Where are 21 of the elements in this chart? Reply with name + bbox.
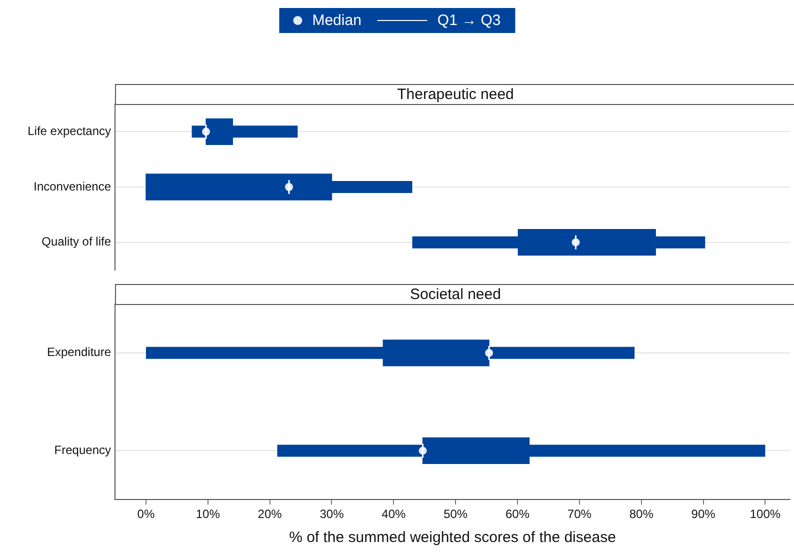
- y-tick-label: Frequency: [54, 443, 111, 458]
- x-tick-label: 60%: [506, 507, 530, 522]
- x-axis-title: % of the summed weighted scores of the disease: [289, 529, 616, 546]
- x-tick-label: 80%: [629, 507, 654, 522]
- x-tick-label: 20%: [258, 507, 282, 522]
- x-tick-label: 70%: [567, 507, 592, 522]
- panel-header: Therapeutic need: [115, 84, 794, 105]
- y-tick-label: Inconvenience: [34, 179, 112, 194]
- panel-header: Societal need: [115, 284, 794, 305]
- x-tick-label: 0%: [137, 507, 155, 522]
- y-tick-label: Expenditure: [46, 345, 112, 360]
- text: Q1 → Q3: [437, 12, 501, 29]
- y-tick-label: Life expectancy: [28, 124, 111, 138]
- x-tick-label: 90%: [691, 507, 716, 522]
- x-tick-label: 10%: [196, 507, 220, 522]
- x-tick-label: 30%: [320, 507, 344, 522]
- y-tick-label: Quality of life: [42, 234, 112, 249]
- x-tick-label: 40%: [382, 507, 406, 522]
- x-tick-label: 50%: [444, 507, 468, 522]
- x-tick-label: 100%: [750, 507, 781, 522]
- legend-label: Median: [312, 12, 362, 29]
